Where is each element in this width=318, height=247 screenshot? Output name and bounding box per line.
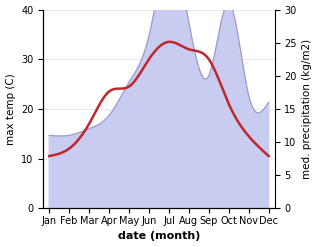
X-axis label: date (month): date (month) bbox=[118, 231, 200, 242]
Y-axis label: max temp (C): max temp (C) bbox=[5, 73, 16, 145]
Y-axis label: med. precipitation (kg/m2): med. precipitation (kg/m2) bbox=[302, 39, 313, 179]
